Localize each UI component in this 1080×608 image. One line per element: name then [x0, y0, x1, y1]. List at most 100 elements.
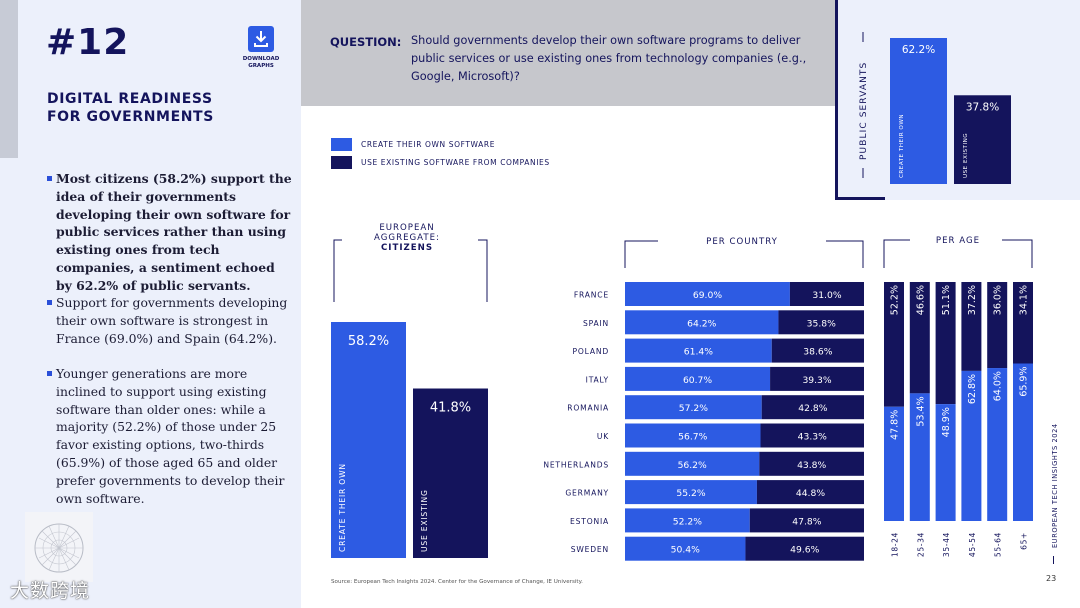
- bullet-text: Support for governments developing their…: [56, 295, 288, 346]
- geodesic-sphere-icon: [34, 523, 84, 573]
- category-label: ITALY: [586, 375, 609, 384]
- bar-value-label: 51.1%: [941, 285, 952, 315]
- report-brand: EUROPEAN TECH INSIGHTS 2024: [1051, 423, 1059, 548]
- per-age-chart: 52.2% 47.8% 18-24 46.6% 53.4% 25-34 51.1% 48.9%…: [883, 239, 1033, 557]
- aggregate-title-line2: AGGREGATE:: [374, 233, 440, 243]
- bracket-line: [1002, 239, 1033, 268]
- bar-segment-create: [1013, 363, 1033, 521]
- bracket-line: [826, 240, 864, 268]
- download-label: DOWNLOAD GRAPHS: [236, 56, 286, 70]
- question-label: QUESTION:: [330, 35, 402, 49]
- bar-value-label: 52.2%: [673, 516, 702, 527]
- bullet-square-icon: [47, 176, 52, 181]
- bar-aggregate: [331, 322, 406, 558]
- bar-value-label: 37.8%: [966, 101, 999, 113]
- bar-segment-existing: [935, 282, 956, 405]
- bar-value-label: 38.6%: [803, 347, 832, 358]
- bar-segment-create: [987, 368, 1008, 521]
- bar-segment-existing: [759, 451, 864, 476]
- bar-value-label: 56.7%: [678, 432, 707, 443]
- bar-value-label: 56.2%: [678, 460, 707, 471]
- bracket-line: [478, 239, 488, 302]
- category-label: ROMANIA: [567, 404, 609, 413]
- category-label: 65+: [1020, 532, 1029, 550]
- bar-value-label: 47.8%: [792, 516, 821, 527]
- bar-value-label: 64.2%: [687, 318, 716, 329]
- section-title: DIGITAL READINESS FOR GOVERNMENTS: [47, 90, 297, 126]
- bar-segment-existing: [761, 395, 864, 420]
- bar-value-label: 41.8%: [430, 401, 471, 416]
- bar-value-label: 53.4%: [915, 396, 926, 426]
- bracket-line: [624, 240, 658, 268]
- bar-value-label: 34.1%: [1019, 285, 1030, 315]
- category-label: SPAIN: [583, 319, 609, 328]
- category-label: SWEDEN: [571, 545, 609, 554]
- bar-segment-existing: [760, 423, 864, 448]
- per-country-title: PER COUNTRY: [660, 237, 824, 247]
- bar-value-label: 36.0%: [993, 285, 1004, 315]
- bar-value-label: 62.8%: [967, 374, 978, 404]
- bullet-point: Support for governments developing their…: [47, 294, 292, 347]
- slide-number: #12: [46, 22, 130, 63]
- aggregate-title: EUROPEAN AGGREGATE: CITIZENS: [340, 223, 474, 253]
- bar-segment-create: [961, 370, 982, 521]
- watermark: 大数跨境: [10, 580, 91, 602]
- bar-segment-create: [625, 395, 762, 420]
- per-country-chart: 69.0% 31.0% FRANCE 64.2% 35.8% SPAIN 61.4% 38.6…: [543, 240, 864, 561]
- bar-value-label: 64.0%: [993, 371, 1004, 401]
- bar-segment-existing: [771, 338, 864, 363]
- bar-segment-existing: [987, 282, 1008, 369]
- bar-value-label: 49.6%: [790, 545, 819, 556]
- panel-frame: [835, 197, 885, 200]
- page-number: 23: [1046, 574, 1057, 583]
- download-label-line1: DOWNLOAD: [242, 56, 280, 62]
- bullet-point: Younger generations are more inclined to…: [47, 365, 292, 507]
- category-label: POLAND: [573, 347, 609, 356]
- bar-category-label: CREATE THEIR OWN: [899, 114, 905, 178]
- bar-value-label: 31.0%: [812, 290, 841, 301]
- bar-segment-existing: [909, 282, 930, 394]
- bar-segment-create: [884, 406, 904, 521]
- bullet-square-icon: [47, 300, 52, 305]
- european-aggregate-chart: 58.2% CREATE THEIR OWN 41.8% USE EXISTING: [331, 239, 488, 558]
- bar-public-servants: [954, 95, 1011, 184]
- bullet-point: Most citizens (58.2%) support the idea o…: [47, 170, 292, 295]
- bar-value-label: 55.2%: [676, 488, 705, 499]
- per-age-title: PER AGE: [918, 236, 998, 246]
- download-icon: [248, 26, 274, 52]
- bar-segment-create: [625, 536, 746, 561]
- bar-value-label: 39.3%: [802, 375, 831, 386]
- bar-segment-existing: [961, 282, 982, 371]
- section-title-line2: FOR GOVERNMENTS: [47, 109, 214, 125]
- download-graphs-button[interactable]: DOWNLOAD GRAPHS: [236, 26, 286, 70]
- bullet-square-icon: [47, 371, 52, 376]
- category-label: 18-24: [891, 532, 900, 557]
- download-label-line2: GRAPHS: [248, 63, 274, 69]
- legend-swatch-create: [331, 138, 352, 151]
- category-label: NETHERLANDS: [543, 460, 609, 469]
- bar-segment-existing: [778, 310, 864, 335]
- legend-label-create: CREATE THEIR OWN SOFTWARE: [361, 140, 496, 149]
- category-label: ESTONIA: [570, 517, 609, 526]
- bar-segment-create: [625, 423, 761, 448]
- bullet-text: Younger generations are more inclined to…: [56, 366, 285, 506]
- bar-value-label: 48.9%: [941, 407, 952, 437]
- question-text: Should governments develop their own sof…: [411, 34, 807, 83]
- bar-segment-create: [625, 366, 771, 391]
- bar-segment-existing: [1013, 282, 1033, 364]
- chart-title: PUBLIC SERVANTS: [859, 62, 869, 160]
- legend-label-existing: USE EXISTING SOFTWARE FROM COMPANIES: [361, 158, 550, 167]
- panel-accent: [0, 0, 18, 158]
- bar-category-label: USE EXISTING: [963, 133, 969, 178]
- bar-value-label: 60.7%: [683, 375, 712, 386]
- bar-value-label: 35.8%: [807, 318, 836, 329]
- panel-frame: [835, 0, 838, 200]
- category-label: UK: [597, 432, 609, 441]
- bar-value-label: 57.2%: [679, 403, 708, 414]
- category-label: 55-64: [994, 532, 1003, 557]
- bar-value-label: 52.2%: [890, 285, 901, 315]
- bar-segment-existing: [884, 282, 904, 407]
- category-label: 45-54: [968, 532, 977, 557]
- bar-segment-create: [625, 282, 790, 306]
- bar-value-label: 43.8%: [797, 460, 826, 471]
